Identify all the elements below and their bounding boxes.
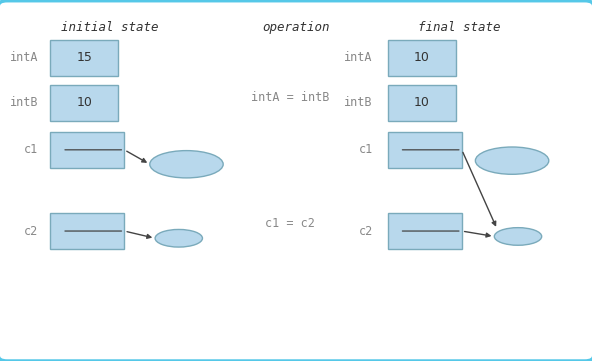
Text: c2: c2 <box>24 225 38 238</box>
Text: 10: 10 <box>414 51 430 64</box>
FancyBboxPatch shape <box>388 132 462 168</box>
FancyBboxPatch shape <box>388 213 462 249</box>
Text: 10: 10 <box>414 96 430 109</box>
Text: c1: c1 <box>359 143 373 156</box>
FancyBboxPatch shape <box>388 85 456 121</box>
Text: intA: intA <box>10 51 38 64</box>
Text: c1: c1 <box>24 143 38 156</box>
Text: intA: intA <box>345 51 373 64</box>
Ellipse shape <box>494 228 542 245</box>
Text: intB: intB <box>345 96 373 109</box>
FancyBboxPatch shape <box>50 40 118 76</box>
Ellipse shape <box>155 230 202 247</box>
Text: 15: 15 <box>76 51 92 64</box>
Ellipse shape <box>475 147 549 174</box>
Text: initial state: initial state <box>61 21 158 34</box>
FancyBboxPatch shape <box>50 213 124 249</box>
FancyBboxPatch shape <box>50 132 124 168</box>
Text: operation: operation <box>262 21 330 34</box>
FancyBboxPatch shape <box>50 85 118 121</box>
Text: final state: final state <box>417 21 500 34</box>
Text: intA = intB: intA = intB <box>251 91 329 104</box>
Text: 10: 10 <box>76 96 92 109</box>
Ellipse shape <box>150 151 223 178</box>
Text: c2: c2 <box>359 225 373 238</box>
FancyBboxPatch shape <box>388 40 456 76</box>
Text: intB: intB <box>10 96 38 109</box>
Text: c1 = c2: c1 = c2 <box>265 217 315 230</box>
